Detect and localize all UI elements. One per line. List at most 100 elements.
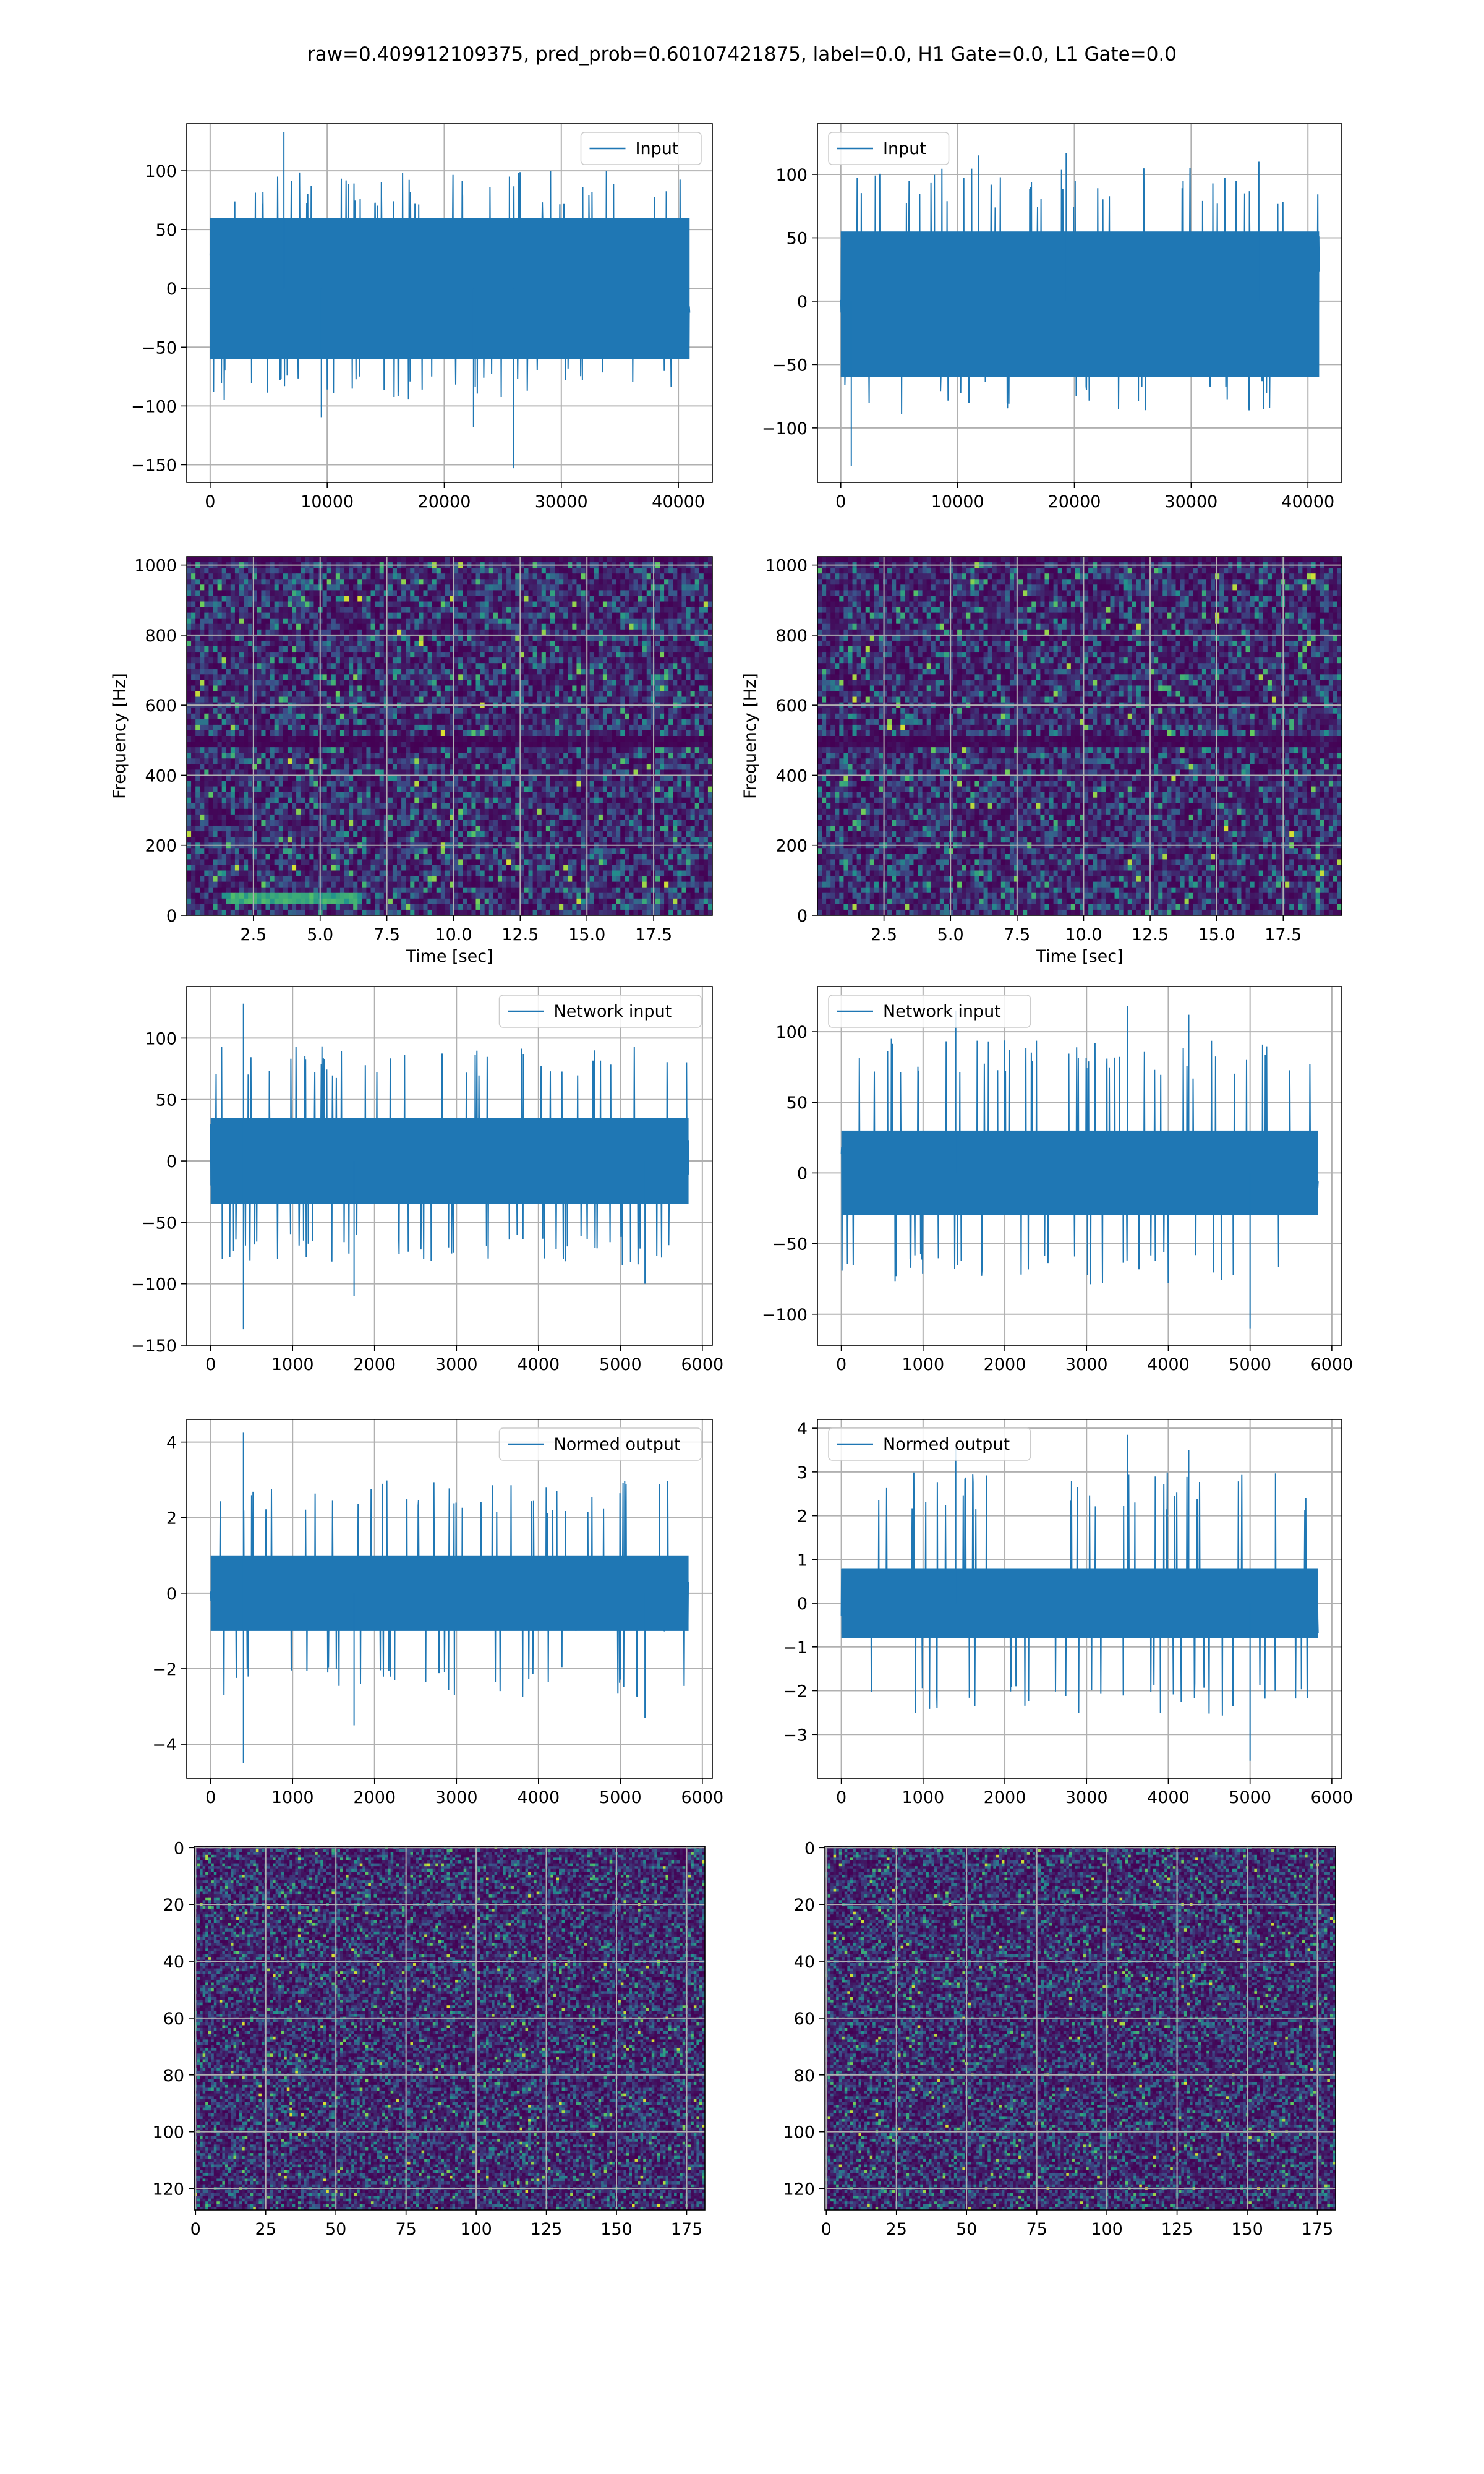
heatmap-cell [344, 652, 349, 658]
heatmap-cell [301, 652, 305, 658]
heatmap-cell [288, 618, 292, 625]
heatmap-cell [559, 624, 564, 630]
heatmap-cell [195, 758, 200, 764]
heatmap-cell [327, 697, 332, 703]
heatmap-cell [375, 646, 380, 653]
heatmap-cell [555, 747, 560, 753]
heatmap-cell [204, 590, 209, 596]
heatmap-cell [275, 708, 279, 714]
heatmap-cell [594, 602, 599, 608]
heatmap-cell [283, 618, 288, 625]
heatmap-cell [261, 635, 266, 641]
heatmap-cell [616, 725, 621, 731]
heatmap-cell [686, 758, 691, 764]
heatmap-cell [327, 781, 332, 787]
heatmap-cell [261, 646, 266, 653]
heatmap-cell [576, 557, 581, 563]
heatmap-cell [432, 775, 437, 781]
heatmap-cell [572, 697, 577, 703]
heatmap-cell [515, 719, 520, 726]
heatmap-cell [432, 596, 437, 602]
heatmap-cell [419, 646, 424, 653]
heatmap-cell [498, 579, 503, 585]
heatmap-cell [301, 663, 305, 669]
heatmap-cell [529, 674, 534, 680]
heatmap-cell [410, 758, 415, 764]
heatmap-cell [581, 618, 586, 625]
heatmap-cell [445, 736, 450, 742]
heatmap-cell [441, 635, 446, 641]
heatmap-cell [357, 657, 362, 664]
heatmap-cell [568, 584, 573, 591]
heatmap-cell [559, 618, 564, 625]
heatmap-cell [691, 725, 696, 731]
heatmap-cell [555, 781, 560, 787]
heatmap-cell [502, 596, 507, 602]
heatmap-cell [331, 775, 336, 781]
heatmap-cell [375, 764, 380, 770]
heatmap-cell [437, 742, 441, 748]
heatmap-cell [691, 579, 696, 585]
heatmap-cell [458, 607, 463, 614]
heatmap-cell [296, 753, 301, 759]
heatmap-cell [471, 657, 476, 664]
heatmap-cell [568, 613, 573, 619]
heatmap-cell [327, 663, 332, 669]
heatmap-cell [634, 730, 639, 737]
heatmap-cell [489, 680, 494, 686]
heatmap-cell [327, 613, 332, 619]
heatmap-cell [463, 753, 467, 759]
heatmap-cell [187, 680, 192, 686]
heatmap-cell [257, 669, 262, 675]
heatmap-cell [572, 557, 577, 563]
heatmap-cell [366, 730, 371, 737]
heatmap-cell [323, 607, 328, 614]
heatmap-cell [213, 663, 218, 669]
heatmap-cell [292, 669, 297, 675]
heatmap-cell [191, 764, 196, 770]
heatmap-cell [603, 764, 608, 770]
heatmap-cell [681, 691, 686, 698]
heatmap-cell [599, 691, 603, 698]
heatmap-cell [292, 714, 297, 720]
heatmap-cell [629, 663, 634, 669]
heatmap-cell [533, 764, 538, 770]
heatmap-cell [371, 624, 376, 630]
heatmap-cell [428, 602, 433, 608]
heatmap-cell [668, 584, 673, 591]
heatmap-cell [445, 691, 450, 698]
heatmap-cell [309, 618, 314, 625]
heatmap-cell [239, 742, 244, 748]
heatmap-cell [695, 742, 700, 748]
heatmap-cell [612, 584, 616, 591]
heatmap-cell [445, 573, 450, 580]
heatmap-cell [187, 764, 192, 770]
heatmap-cell [195, 557, 200, 563]
heatmap-cell [498, 775, 503, 781]
heatmap-cell [428, 613, 433, 619]
heatmap-cell [467, 568, 472, 574]
x-tick-label: 40000 [1281, 492, 1334, 511]
heatmap-cell [647, 725, 652, 731]
heatmap-cell [336, 719, 341, 726]
heatmap-cell [279, 646, 284, 653]
heatmap-cell [647, 613, 652, 619]
heatmap-cell [437, 573, 441, 580]
heatmap-cell [599, 573, 603, 580]
heatmap-cell [542, 730, 547, 737]
heatmap-cell [261, 663, 266, 669]
heatmap-cell [397, 624, 402, 630]
heatmap-cell [476, 685, 481, 691]
heatmap-cell [458, 618, 463, 625]
heatmap-cell [305, 557, 310, 563]
heatmap-cell [489, 590, 494, 596]
heatmap-cell [480, 613, 485, 619]
heatmap-cell [572, 652, 577, 658]
heatmap-cell [647, 764, 652, 770]
heatmap-cell [599, 697, 603, 703]
heatmap-cell [266, 573, 271, 580]
heatmap-cell [208, 613, 213, 619]
heatmap-cell [384, 584, 389, 591]
heatmap-cell [467, 584, 472, 591]
heatmap-cell [664, 725, 669, 731]
